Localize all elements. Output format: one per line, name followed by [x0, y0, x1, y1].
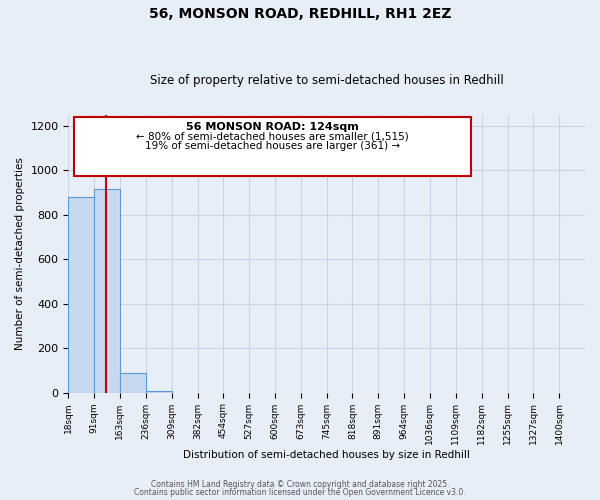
Y-axis label: Number of semi-detached properties: Number of semi-detached properties [15, 157, 25, 350]
Text: Contains public sector information licensed under the Open Government Licence v3: Contains public sector information licen… [134, 488, 466, 497]
Text: ← 80% of semi-detached houses are smaller (1,515): ← 80% of semi-detached houses are smalle… [136, 132, 409, 142]
FancyBboxPatch shape [74, 118, 472, 176]
Bar [120, 372, 146, 392]
Text: 56, MONSON ROAD, REDHILL, RH1 2EZ: 56, MONSON ROAD, REDHILL, RH1 2EZ [149, 8, 451, 22]
Text: Contains HM Land Registry data © Crown copyright and database right 2025.: Contains HM Land Registry data © Crown c… [151, 480, 449, 489]
Bar [68, 197, 94, 392]
X-axis label: Distribution of semi-detached houses by size in Redhill: Distribution of semi-detached houses by … [183, 450, 470, 460]
Bar [94, 189, 120, 392]
Text: 19% of semi-detached houses are larger (361) →: 19% of semi-detached houses are larger (… [145, 141, 400, 151]
Text: 56 MONSON ROAD: 124sqm: 56 MONSON ROAD: 124sqm [186, 122, 359, 132]
Title: Size of property relative to semi-detached houses in Redhill: Size of property relative to semi-detach… [150, 74, 503, 87]
